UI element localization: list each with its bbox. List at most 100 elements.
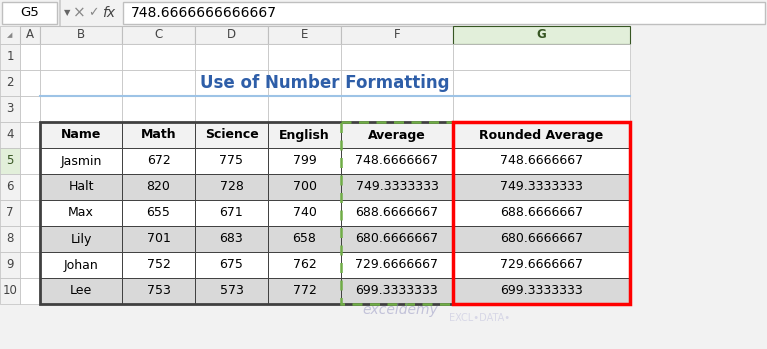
Text: 688.6666667: 688.6666667 [500,207,583,220]
Text: 748.6666667: 748.6666667 [355,155,439,168]
Bar [20,26,40,44]
Text: 728: 728 [219,180,243,193]
Bar [40,122,122,148]
Text: 748.6666666666667: 748.6666666666667 [131,6,277,20]
Bar [122,278,195,304]
Bar [268,96,341,122]
Bar [0,148,20,174]
Bar [268,278,341,304]
Bar [122,26,195,44]
Bar [40,200,122,226]
Bar [40,26,122,44]
Bar [453,44,630,70]
Bar [453,278,630,304]
Text: 675: 675 [219,259,243,272]
Bar [122,122,195,148]
Bar [268,200,341,226]
Bar [195,44,268,70]
Text: Average: Average [368,128,426,141]
Bar [453,252,630,278]
Bar [0,0,767,26]
Bar [195,252,268,278]
Bar [40,44,122,70]
Bar [40,200,122,226]
Bar [195,200,268,226]
Text: 658: 658 [292,232,317,245]
Bar [453,122,630,304]
Bar [268,200,341,226]
Bar [195,200,268,226]
Bar [20,226,40,252]
Bar [0,26,767,44]
Text: Lily: Lily [71,232,92,245]
Text: 9: 9 [6,259,14,272]
Text: 5: 5 [6,155,14,168]
Bar [0,122,20,148]
Bar [20,278,40,304]
Text: 3: 3 [6,103,14,116]
Bar [40,122,630,304]
Bar [195,226,268,252]
Text: 749.3333333: 749.3333333 [356,180,439,193]
Bar [341,278,453,304]
Bar [341,44,453,70]
Text: 729.6666667: 729.6666667 [500,259,583,272]
Bar [40,148,122,174]
Text: 1: 1 [6,51,14,64]
Bar [341,122,453,148]
Bar [268,226,341,252]
Bar [122,174,195,200]
Bar [453,174,630,200]
Text: E: E [301,29,308,42]
Bar [268,252,341,278]
Bar [0,252,20,278]
Bar [453,226,630,252]
Bar [40,252,122,278]
Bar [195,278,268,304]
Bar [341,200,453,226]
Bar [122,148,195,174]
Text: ×: × [73,6,85,21]
Text: English: English [279,128,330,141]
Bar [195,252,268,278]
Text: Jasmin: Jasmin [61,155,102,168]
Text: G: G [537,29,546,42]
Bar [40,148,122,174]
Text: 820: 820 [146,180,170,193]
Text: 699.3333333: 699.3333333 [356,284,439,297]
Text: Halt: Halt [68,180,94,193]
Text: 753: 753 [146,284,170,297]
Text: 680.6666667: 680.6666667 [355,232,439,245]
Text: 672: 672 [146,155,170,168]
Bar [0,174,20,200]
Bar [20,200,40,226]
Bar [268,70,341,96]
Bar [122,226,195,252]
Text: Max: Max [68,207,94,220]
Text: 2: 2 [6,76,14,89]
Bar [20,174,40,200]
Bar [122,148,195,174]
Bar [40,278,122,304]
Bar [453,26,630,44]
Text: C: C [154,29,163,42]
Text: 10: 10 [2,284,18,297]
Bar [195,122,268,148]
Bar [268,148,341,174]
Text: 7: 7 [6,207,14,220]
Bar [195,174,268,200]
Bar [122,70,195,96]
Bar [122,200,195,226]
Bar [122,96,195,122]
Text: ✓: ✓ [87,7,98,20]
Bar [20,122,40,148]
Bar [40,122,122,148]
Bar [341,252,453,278]
Text: 749.3333333: 749.3333333 [500,180,583,193]
Bar [195,70,268,96]
Bar [40,174,122,200]
Bar [40,226,122,252]
Bar [59,0,61,26]
Bar [122,252,195,278]
Text: Use of Number Formatting: Use of Number Formatting [200,74,449,92]
